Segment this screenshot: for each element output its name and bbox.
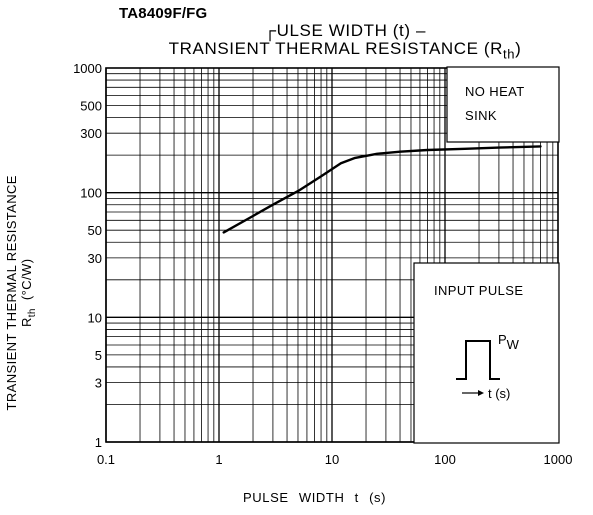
x-tick-label: 1: [215, 452, 222, 467]
x-tick-label: 100: [434, 452, 456, 467]
time-label: t (s): [488, 386, 510, 401]
input-pulse-box: [413, 262, 560, 444]
time-arrow-head: [478, 390, 484, 396]
y-tick-label: 3: [95, 376, 102, 391]
plot-frame: [105, 67, 559, 443]
y-tick-label: 1000: [73, 61, 102, 76]
input-pulse-text: INPUT PULSE: [434, 283, 523, 298]
series-line: [222, 145, 542, 234]
document-id: TA8409F/FG: [119, 5, 208, 22]
y-tick-label: 10: [88, 310, 102, 325]
x-axis-label: PULSE WIDTH t (s): [243, 490, 387, 505]
y-tick-label: 5: [95, 348, 102, 363]
pw-label: PW: [498, 332, 520, 352]
chart-title-suffix: ): [515, 39, 522, 58]
chart-title-main: TRANSIENT THERMAL RESISTANCE (R: [168, 39, 504, 58]
y-tick-label: 100: [80, 186, 102, 201]
chart-title-subscript: th: [503, 46, 516, 62]
pw-label-p: P: [498, 332, 507, 347]
no-heat-sink-text-1: NO HEAT: [465, 84, 525, 99]
pulse-waveform: [456, 340, 500, 380]
y-tick-label: 50: [88, 223, 102, 238]
x-tick-label: 1000: [544, 452, 573, 467]
chart-title-line1: ┌ULSE WIDTH (t) –: [263, 21, 427, 40]
pw-label-subscript: W: [507, 337, 520, 352]
tick-labels: 0.1 1 10 100 1000 1 3 5 10 30 50 100 300 500 1000: [73, 61, 572, 467]
y-tick-label: 1: [95, 435, 102, 450]
no-heat-sink-box: [446, 66, 560, 143]
series-group: [222, 145, 542, 234]
y-tick-label: 300: [80, 126, 102, 141]
x-tick-label: 10: [325, 452, 339, 467]
y-tick-label: 30: [88, 251, 102, 266]
chart-title-line2: TRANSIENT THERMAL RESISTANCE (Rth): [105, 40, 585, 63]
y-tick-label: 500: [80, 99, 102, 114]
x-tick-label: 0.1: [97, 452, 115, 467]
no-heat-sink-text-2: SINK: [465, 108, 497, 123]
